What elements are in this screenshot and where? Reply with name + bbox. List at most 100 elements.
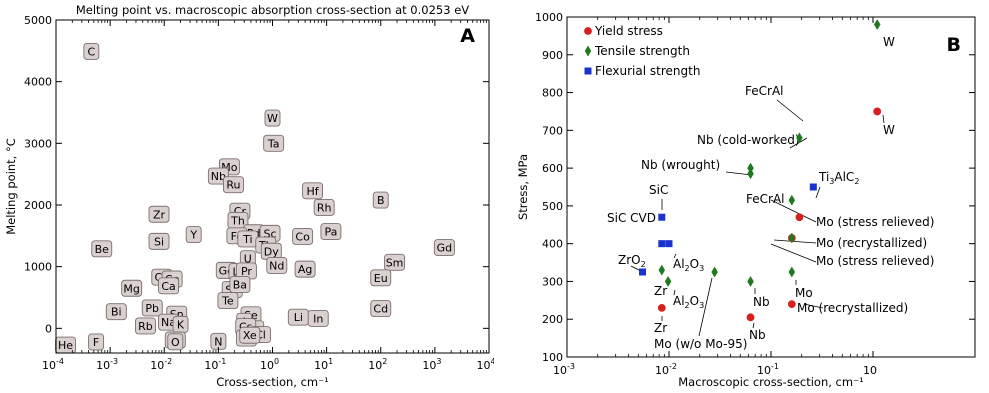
element-box xyxy=(148,232,170,250)
x-tick-label: 10-1 xyxy=(757,362,779,377)
annotation-leader xyxy=(725,171,753,176)
element-label: Pb xyxy=(145,302,159,315)
y-tick-label: 5000 xyxy=(24,14,52,27)
element-point: Xe xyxy=(239,326,261,344)
element-label: Bi xyxy=(111,306,122,319)
element-box xyxy=(370,300,392,318)
annotation-label: Mo (stress relieved) xyxy=(816,215,934,229)
y-tick-label: 700 xyxy=(542,124,563,137)
x-axis-label: Cross-section, cm⁻¹ xyxy=(216,375,329,389)
element-label: Zr xyxy=(153,208,166,221)
data-point xyxy=(664,275,672,287)
y-tick-label: 400 xyxy=(542,238,563,251)
annotation-label: FeCrAl xyxy=(746,192,784,206)
data-point xyxy=(788,266,796,278)
annotation-leader xyxy=(803,303,824,309)
annotation-label: Mo xyxy=(795,286,813,300)
element-label: K xyxy=(177,318,185,331)
element-label: Ti xyxy=(242,233,252,246)
point-annotation: Nb (cold-worked) xyxy=(697,133,808,149)
annotation-label: SiC xyxy=(649,183,668,197)
element-point: Li xyxy=(287,308,309,326)
point-annotation: Nb xyxy=(749,322,766,342)
x-tick-label: 10-3 xyxy=(96,357,118,372)
element-label: Li xyxy=(294,311,303,324)
element-point: C xyxy=(83,43,100,60)
element-box xyxy=(83,43,100,60)
point-annotation: Nb xyxy=(753,288,770,309)
element-box xyxy=(141,299,163,317)
legend-label: Flexurial strength xyxy=(595,64,700,78)
annotation-label: Zr xyxy=(654,321,667,335)
annotation-leader xyxy=(882,114,885,124)
x-tick-label: 10-3 xyxy=(553,362,575,377)
element-point: Y xyxy=(185,226,202,244)
point-annotation: W xyxy=(882,114,895,137)
element-box xyxy=(105,303,127,321)
element-box xyxy=(433,239,455,257)
element-label: Ag xyxy=(298,263,313,276)
point-annotation: FeCrAl xyxy=(746,192,784,206)
element-point: Gd xyxy=(433,239,455,257)
point-annotation: Zr xyxy=(654,284,667,298)
annotation-label: Zr xyxy=(654,284,667,298)
element-label: Y xyxy=(189,229,197,242)
annotation-label: Mo (recrystallized) xyxy=(797,301,908,315)
y-tick-label: 100 xyxy=(542,351,563,364)
point-annotation: Mo (w/o Mo-95) xyxy=(654,277,747,351)
annotation-leader xyxy=(770,243,817,263)
element-point: Rh xyxy=(313,199,335,216)
legend-label: Tensile strength xyxy=(594,44,690,58)
element-box xyxy=(266,256,288,274)
element-label: Mg xyxy=(123,282,139,295)
annotation-leader xyxy=(752,322,755,329)
chart-title: Melting point vs. macroscopic absorption… xyxy=(76,3,469,17)
point-annotation: Mo (stress relieved) xyxy=(770,243,934,268)
element-point: B xyxy=(372,191,389,209)
element-point: K xyxy=(172,315,189,333)
x-tick-label: 100 xyxy=(260,357,279,372)
point-annotation: Zr xyxy=(654,316,667,335)
annotation-leader xyxy=(773,239,817,244)
element-box xyxy=(148,205,170,223)
element-point: Ba xyxy=(229,276,251,293)
x-tick-label: 10-2 xyxy=(150,357,172,372)
x-tick-label: 104 xyxy=(476,357,494,372)
series-diamond xyxy=(658,19,881,287)
element-label: Nd xyxy=(269,259,284,272)
annotation-leader xyxy=(673,289,676,296)
element-label: Si xyxy=(154,235,164,248)
element-label: Gd xyxy=(437,242,453,255)
element-point: Pb xyxy=(141,299,163,317)
element-point: W xyxy=(264,109,281,127)
element-point: Zr xyxy=(148,205,170,223)
element-box xyxy=(307,310,329,327)
element-label: Eu xyxy=(374,272,388,285)
annotation-label: W xyxy=(883,123,895,137)
data-point xyxy=(665,240,673,248)
element-point: Pr xyxy=(235,262,257,280)
plot-frame xyxy=(55,19,490,354)
point-annotation: Ti3AlC2 xyxy=(815,170,859,199)
x-tick-label: 10-1 xyxy=(204,357,226,372)
annotation-label: ZrO2 xyxy=(618,253,646,269)
y-axis-label: Stress, MPa xyxy=(516,154,530,220)
x-axis-label: Macroscopic cross-section, cm⁻¹ xyxy=(678,375,864,389)
annotation-label: FeCrAl xyxy=(745,84,783,98)
element-point: Ti xyxy=(237,230,259,248)
data-point xyxy=(658,213,666,221)
element-label: Dy xyxy=(264,245,279,258)
element-label: Sm xyxy=(386,256,404,269)
element-box xyxy=(320,223,342,240)
element-box xyxy=(121,279,143,297)
data-point xyxy=(639,268,647,276)
element-point: Hf xyxy=(302,182,324,200)
data-point xyxy=(746,313,755,322)
annotation-label: Al2O3 xyxy=(673,294,704,310)
x-tick-label: 101 xyxy=(314,357,333,372)
x-tick-label: 10 xyxy=(863,364,877,377)
element-point: Bi xyxy=(105,303,127,321)
data-point xyxy=(809,183,817,191)
data-point xyxy=(658,240,666,248)
element-box xyxy=(167,333,184,351)
